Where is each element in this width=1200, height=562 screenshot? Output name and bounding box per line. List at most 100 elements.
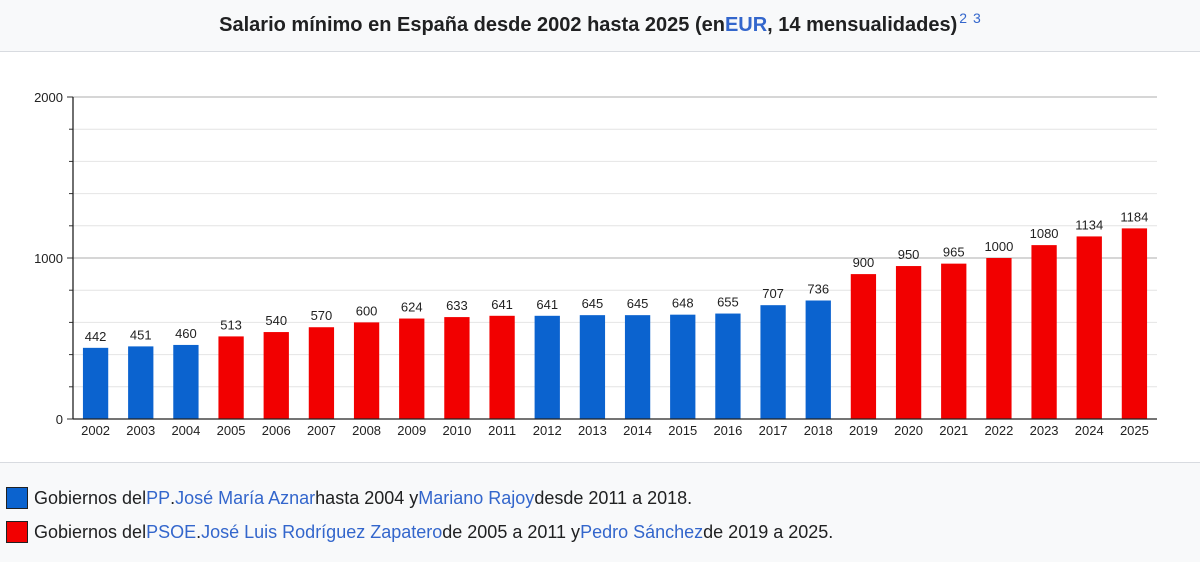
bar-2013: [579, 315, 606, 419]
psoe-link[interactable]: PSOE: [146, 521, 197, 542]
bar-2021: [941, 263, 967, 419]
x-tick-label-2022: 2022: [984, 423, 1013, 438]
legend-pp-text-3: hasta 2004 y: [315, 487, 419, 508]
bar-2011: [489, 315, 515, 419]
x-tick-label-2004: 2004: [171, 423, 200, 438]
data-label-2003: 451: [130, 327, 152, 342]
legend-pp-text-2: .: [170, 487, 176, 508]
data-label-2014: 645: [627, 296, 649, 311]
x-tick-label-2008: 2008: [352, 423, 381, 438]
bar-2017: [760, 305, 786, 419]
eur-link[interactable]: EUR: [724, 14, 768, 36]
x-tick-label-2023: 2023: [1030, 423, 1059, 438]
x-tick-label-2024: 2024: [1075, 423, 1104, 438]
x-tick-label-2018: 2018: [804, 423, 833, 438]
bar-2022: [986, 258, 1012, 419]
y-tick-label: 1000: [34, 251, 63, 266]
data-label-2024: 1134: [1075, 217, 1103, 232]
x-tick-label-2002: 2002: [81, 423, 110, 438]
bar-2016: [715, 313, 741, 419]
bar-2003: [128, 346, 154, 419]
sanchez-link[interactable]: Pedro Sánchez: [580, 521, 704, 542]
data-label-2004: 460: [175, 326, 197, 341]
x-tick-label-2012: 2012: [533, 423, 562, 438]
y-tick-label: 0: [56, 412, 63, 427]
legend-pp-text-4: desde 2011 a 2018.: [534, 487, 693, 508]
x-tick-label-2005: 2005: [217, 423, 246, 438]
legend-psoe-text-4: de 2019 a 2025.: [703, 521, 834, 542]
bar-2025: [1121, 228, 1148, 419]
bar-2004: [173, 344, 199, 419]
bar-2014: [624, 315, 651, 419]
x-tick-label-2013: 2013: [578, 423, 607, 438]
bar-2015: [670, 314, 696, 419]
rajoy-link[interactable]: Mariano Rajoy: [418, 487, 535, 508]
zapatero-link[interactable]: José Luis Rodríguez Zapatero: [201, 521, 443, 542]
bar-2010: [444, 317, 470, 419]
x-tick-label-2017: 2017: [759, 423, 788, 438]
legend-psoe-text-2: .: [196, 521, 202, 542]
data-label-2017: 707: [762, 286, 784, 301]
bar-2019: [850, 274, 877, 419]
data-label-2020: 950: [898, 247, 920, 262]
legend-item-pp: Gobiernos del PP. José María Aznar hasta…: [0, 481, 1200, 515]
data-label-2009: 624: [401, 300, 423, 315]
bar-2002: [82, 347, 109, 419]
data-label-2022: 1000: [984, 239, 1013, 254]
bar-2009: [399, 318, 425, 419]
pp-color-swatch: [6, 487, 28, 509]
x-tick-label-2003: 2003: [126, 423, 155, 438]
x-tick-label-2007: 2007: [307, 423, 336, 438]
x-tick-label-2016: 2016: [713, 423, 742, 438]
data-label-2006: 540: [265, 313, 287, 328]
psoe-color-swatch: [6, 521, 28, 543]
x-tick-label-2009: 2009: [397, 423, 426, 438]
caption-title-suffix: , 14 mensualidades): [767, 14, 958, 36]
aznar-link[interactable]: José María Aznar: [175, 487, 316, 508]
bar-2020: [895, 266, 922, 419]
data-label-2002: 442: [85, 329, 107, 344]
data-label-2011: 641: [491, 297, 513, 312]
x-tick-label-2019: 2019: [849, 423, 878, 438]
data-label-2023: 1080: [1030, 226, 1059, 241]
bar-2008: [353, 322, 380, 419]
data-label-2015: 648: [672, 296, 694, 311]
pp-link[interactable]: PP: [146, 487, 171, 508]
data-label-2016: 655: [717, 295, 739, 310]
x-tick-label-2011: 2011: [488, 423, 516, 438]
bar-2024: [1076, 236, 1102, 419]
legend-psoe-text-3: de 2005 a 2011 y: [442, 521, 581, 542]
caption-title-text: Salario mínimo en España desde 2002 hast…: [219, 14, 725, 36]
legend-item-psoe: Gobiernos del PSOE. José Luis Rodríguez …: [0, 515, 1200, 549]
x-tick-label-2021: 2021: [939, 423, 968, 438]
legend-psoe-text-1: Gobiernos del: [34, 521, 147, 542]
bar-2005: [218, 336, 244, 419]
x-tick-label-2020: 2020: [894, 423, 923, 438]
data-label-2010: 633: [446, 298, 468, 313]
bar-2006: [263, 332, 289, 419]
chart-caption: Salario mínimo en España desde 2002 hast…: [0, 0, 1200, 52]
bar-2007: [308, 327, 335, 419]
bar-2023: [1031, 245, 1057, 419]
bar-2012: [534, 315, 560, 419]
bar-chart: 0 1000 2000 442 2002 451 2003 460 2004 513 2005 540…: [34, 90, 1157, 438]
bar-2018: [805, 300, 831, 419]
x-tick-label-2015: 2015: [668, 423, 697, 438]
x-tick-label-2010: 2010: [442, 423, 471, 438]
data-label-2025: 1184: [1120, 209, 1148, 224]
data-label-2018: 736: [807, 282, 829, 297]
x-tick-label-2025: 2025: [1120, 423, 1149, 438]
legend: Gobiernos del PP. José María Aznar hasta…: [0, 462, 1200, 562]
reference-link-2[interactable]: 2: [959, 9, 968, 26]
x-tick-label-2014: 2014: [623, 423, 652, 438]
data-label-2008: 600: [356, 303, 378, 318]
data-label-2005: 513: [220, 317, 242, 332]
x-tick-label-2006: 2006: [262, 423, 291, 438]
data-label-2021: 965: [943, 245, 965, 260]
y-tick-label: 2000: [34, 90, 63, 105]
data-label-2013: 645: [582, 296, 604, 311]
reference-link-3[interactable]: 3: [973, 9, 981, 26]
legend-pp-text-1: Gobiernos del: [34, 487, 147, 508]
data-label-2012: 641: [536, 297, 558, 312]
